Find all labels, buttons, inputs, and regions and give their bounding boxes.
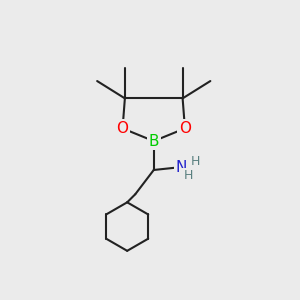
Text: O: O xyxy=(117,121,129,136)
Text: H: H xyxy=(190,155,200,168)
Text: O: O xyxy=(179,121,191,136)
Text: B: B xyxy=(148,134,159,148)
Text: H: H xyxy=(184,169,193,182)
Text: N: N xyxy=(176,160,187,175)
